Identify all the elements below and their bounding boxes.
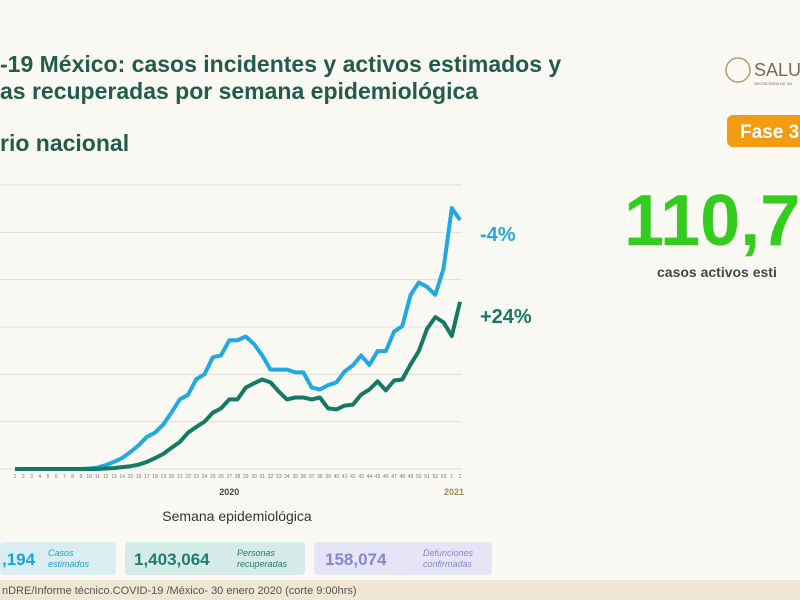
x-tick-label: 47	[391, 474, 397, 480]
x-tick-label: 5	[47, 474, 50, 480]
logo-text: SALU	[754, 60, 800, 80]
series-line	[15, 206, 462, 471]
x-tick-label: 29	[243, 474, 249, 480]
x-tick-label: 28	[235, 474, 241, 480]
x-tick-label: 37	[309, 474, 315, 480]
x-tick-label: 23	[194, 474, 200, 480]
x-tick-label: 36	[301, 474, 307, 480]
logo-emblem	[725, 57, 751, 83]
x-tick-label: 34	[284, 474, 290, 480]
x-tick-label: 44	[367, 474, 373, 480]
stat-label: Personas	[237, 548, 276, 558]
year-label: 2020	[219, 487, 239, 497]
x-tick-label: 6	[55, 474, 58, 480]
x-tick-label: 32	[268, 474, 274, 480]
x-tick-label: 49	[408, 474, 414, 480]
x-tick-label: 40	[334, 474, 340, 480]
x-tick-label: 48	[400, 474, 406, 480]
badge-text: Fase 3	[740, 122, 799, 143]
x-tick-label: 50	[416, 474, 422, 480]
stat-box	[0, 542, 116, 575]
logo-sub: SECRETARÍA DE SA	[754, 81, 792, 86]
x-tick-label: 4	[38, 474, 41, 480]
x-tick-label: 35	[292, 474, 298, 480]
footer-bar	[0, 580, 800, 600]
title-line: -19 México: casos incidentes y activos e…	[0, 51, 561, 77]
x-tick-label: 7	[63, 474, 66, 480]
x-tick-label: 22	[185, 474, 191, 480]
x-tick-label: 13	[111, 474, 117, 480]
x-tick-label: 11	[95, 474, 100, 480]
badge	[727, 115, 800, 147]
x-tick-label: 17	[144, 474, 150, 480]
stat-value: ,194	[2, 550, 36, 569]
x-axis-label: Semana epidemiológica	[162, 508, 312, 524]
stat-label: Defunciones	[423, 548, 474, 558]
x-tick-label: 53	[441, 474, 447, 480]
x-tick-label: 51	[424, 474, 430, 480]
subtitle: rio nacional	[0, 130, 129, 156]
x-tick-label: 39	[325, 474, 331, 480]
x-tick-label: 21	[177, 474, 183, 480]
series-annotation: +24%	[480, 306, 532, 328]
x-tick-label: 14	[119, 474, 125, 480]
x-tick-label: 3	[30, 474, 33, 480]
x-tick-label: 1	[14, 474, 17, 480]
x-tick-label: 1	[450, 474, 453, 480]
x-tick-label: 30	[251, 474, 257, 480]
x-tick-label: 15	[128, 474, 134, 480]
x-tick-label: 9	[80, 474, 83, 480]
stat-value: 158,074	[325, 550, 387, 569]
x-tick-label: 24	[202, 474, 208, 480]
x-tick-label: 8	[71, 474, 74, 480]
highlight-value: 110,7	[624, 181, 800, 261]
x-tick-label: 46	[383, 474, 389, 480]
x-tick-label: 12	[103, 474, 109, 480]
x-tick-label: 26	[218, 474, 224, 480]
x-tick-label: 20	[169, 474, 175, 480]
stat-label: estimados	[48, 559, 90, 569]
x-tick-label: 38	[317, 474, 323, 480]
stat-label: Casos	[48, 548, 74, 558]
x-tick-label: 41	[342, 474, 348, 480]
stat-label: confirmadas	[423, 559, 473, 569]
title-line: as recuperadas por semana epidemiológica	[0, 78, 478, 104]
x-tick-label: 16	[136, 474, 142, 480]
x-tick-label: 42	[350, 474, 356, 480]
footer: nDRE/Informe técnico.COVID-19 /México- 3…	[2, 585, 357, 597]
stat-value: 1,403,064	[134, 550, 210, 569]
x-tick-label: 25	[210, 474, 216, 480]
x-tick-label: 52	[432, 474, 438, 480]
x-tick-label: 18	[152, 474, 158, 480]
stat-box	[125, 542, 305, 575]
x-tick-label: 43	[358, 474, 364, 480]
stat-label: recuperadas	[237, 559, 288, 569]
x-tick-label: 10	[86, 474, 92, 480]
x-tick-label: 2	[22, 474, 25, 480]
stat-box	[314, 542, 492, 575]
year-label: 2021	[444, 487, 464, 497]
x-tick-label: 19	[161, 474, 167, 480]
series-line	[15, 301, 462, 471]
x-tick-label: 2	[459, 474, 462, 480]
x-tick-label: 31	[259, 474, 265, 480]
x-tick-label: 45	[375, 474, 381, 480]
highlight-label: casos activos esti	[657, 264, 777, 280]
x-tick-label: 27	[226, 474, 232, 480]
series-annotation: -4%	[480, 224, 516, 246]
x-tick-label: 33	[276, 474, 282, 480]
